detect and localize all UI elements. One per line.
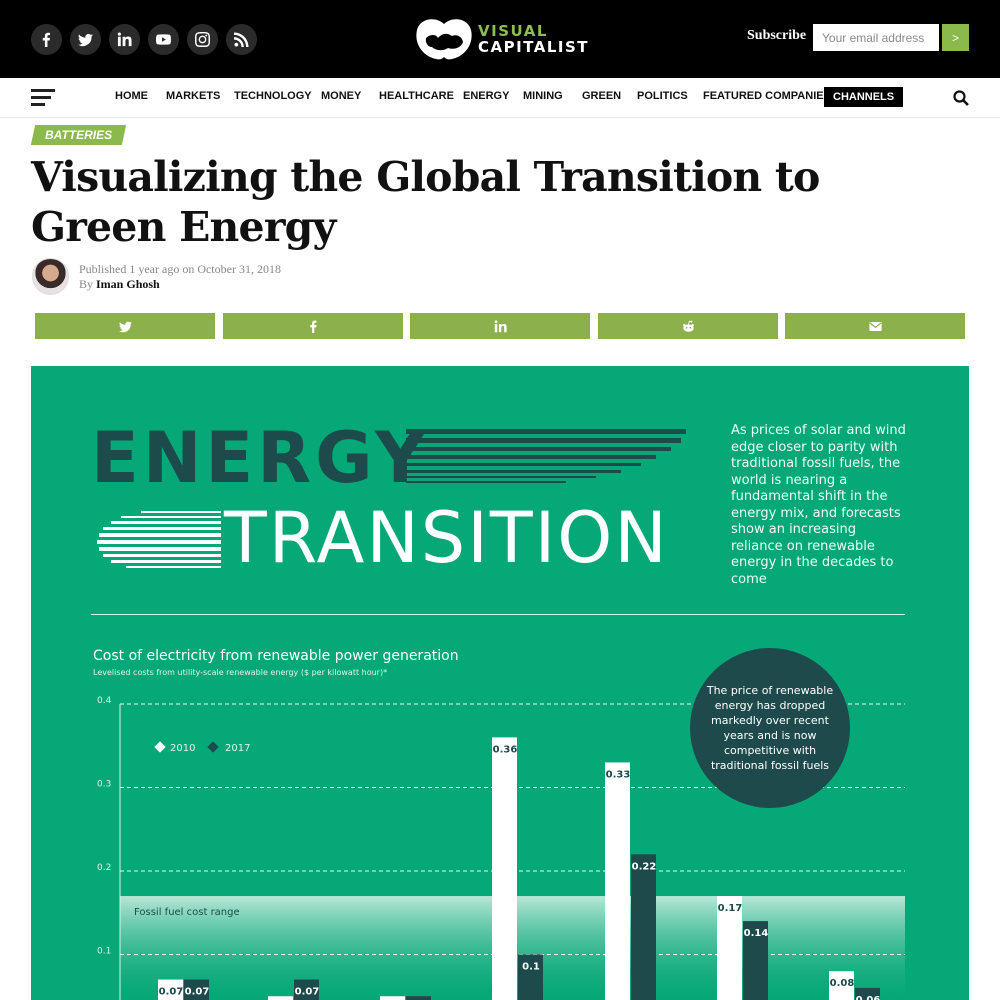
bar-value-label: 0.07 (185, 987, 210, 998)
menu-icon[interactable] (31, 89, 55, 107)
instagram-icon[interactable] (187, 24, 218, 55)
bar-2017 (855, 987, 880, 1000)
nav-item-energy[interactable]: ENERGY (463, 90, 510, 102)
y-tick-label: 0.2 (97, 863, 111, 873)
bar-2017 (631, 854, 656, 1000)
logo-line-visual: VISUAL (478, 22, 548, 40)
y-tick-label: 0.4 (97, 696, 112, 706)
nav-item-channels[interactable]: CHANNELS (824, 87, 904, 107)
rss-icon[interactable] (226, 24, 257, 55)
bar-value-label: 0.14 (744, 928, 769, 939)
share-reddit-button[interactable] (598, 313, 778, 339)
bar-2017 (518, 954, 543, 1000)
reddit-icon (682, 320, 694, 332)
share-linkedin-button[interactable] (410, 313, 590, 339)
price-note-bubble: The price of renewable energy has droppe… (690, 648, 850, 808)
intro-text: As prices of solar and wind edge closer … (731, 423, 906, 587)
legend-swatch-2017 (207, 741, 219, 753)
bar-2017 (406, 996, 431, 1000)
published-date: Published 1 year ago on October 31, 2018 (79, 262, 281, 276)
logo-mark-icon (416, 19, 472, 60)
subscribe-button[interactable]: > (942, 24, 969, 51)
legend-label-2017: 2017 (225, 743, 250, 754)
subscribe-label: Subscribe (747, 28, 807, 43)
nav-item-markets[interactable]: MARKETS (166, 90, 221, 102)
page-title: Visualizing the Global Transition to Gre… (31, 153, 820, 251)
twitter-icon (118, 321, 132, 332)
facebook-icon[interactable] (31, 24, 62, 55)
bar-2017 (743, 921, 768, 1000)
bar-value-label: 0.1 (522, 962, 540, 973)
nav-item-green[interactable]: GREEN (582, 90, 622, 102)
share-facebook-button[interactable] (223, 313, 403, 339)
facebook-icon (309, 320, 317, 333)
youtube-icon[interactable] (148, 24, 179, 55)
bar-value-label: 0.08 (830, 978, 855, 989)
fossil-fuel-band-label: Fossil fuel cost range (134, 907, 240, 918)
linkedin-icon[interactable] (109, 24, 140, 55)
share-twitter-button[interactable] (35, 313, 215, 339)
author-name[interactable]: Iman Ghosh (96, 277, 160, 291)
headline-speed-lines (97, 429, 686, 568)
nav-item-technology[interactable]: TECHNOLOGY (234, 90, 312, 102)
y-tick-label: 0.3 (97, 780, 111, 790)
twitter-icon[interactable] (70, 24, 101, 55)
bar-value-label: 0.07 (295, 987, 320, 998)
top-bar: VISUAL CAPITALIST Subscribe > (0, 0, 1000, 78)
bar-2010 (158, 979, 183, 1000)
bar-2010 (717, 896, 742, 1000)
infographic: ENERGY TRANSITION As prices of solar and… (31, 366, 969, 1000)
nav-item-healthcare[interactable]: HEALTHCARE (379, 90, 454, 102)
nav-item-money[interactable]: MONEY (321, 90, 362, 102)
nav-item-home[interactable]: HOME (115, 90, 148, 102)
chart-title: Cost of electricity from renewable power… (93, 648, 459, 664)
email-icon (868, 321, 882, 331)
nav-item-featured-companies[interactable]: FEATURED COMPANIES (703, 90, 831, 102)
bar-value-label: 0.06 (856, 995, 881, 1000)
y-tick-label: 0.1 (97, 947, 111, 957)
bar-value-label: 0.33 (606, 769, 631, 780)
email-input[interactable] (813, 24, 939, 51)
bar-value-label: 0.17 (718, 903, 743, 914)
divider (91, 614, 905, 615)
nav-item-mining[interactable]: MINING (523, 90, 563, 102)
bar-2010 (380, 996, 405, 1000)
nav-item-politics[interactable]: POLITICS (637, 90, 688, 102)
visual-capitalist-logo[interactable]: VISUAL CAPITALIST (414, 16, 594, 62)
author-avatar (32, 258, 69, 295)
chart-subtitle: Levelised costs from utility-scale renew… (93, 668, 388, 677)
bar-2010 (268, 996, 293, 1000)
bar-2017 (294, 979, 319, 1000)
headline-transition: TRANSITION (224, 497, 669, 579)
bar-value-label: 0.22 (632, 861, 657, 872)
main-nav: HOME MARKETS TECHNOLOGY MONEY HEALTHCARE… (0, 78, 1000, 118)
bubble-text: The price of renewable energy has droppe… (706, 684, 834, 772)
bar-chart: Fossil fuel cost range 0.4 0.3 0.2 0.1 2010 20… (97, 696, 905, 1000)
category-badge[interactable]: BATTERIES (30, 125, 127, 145)
search-icon[interactable] (953, 90, 969, 106)
byline: Published 1 year ago on October 31, 2018… (79, 262, 281, 292)
bar-2017 (184, 979, 209, 1000)
bar-value-label: 0.36 (493, 744, 518, 755)
byline-prefix: By (79, 277, 94, 291)
share-email-button[interactable] (785, 313, 965, 339)
headline-energy: ENERGY (91, 417, 430, 499)
legend-label-2010: 2010 (170, 743, 195, 754)
legend-swatch-2010 (154, 741, 166, 753)
logo-line-capitalist: CAPITALIST (478, 38, 590, 56)
linkedin-icon (494, 319, 507, 332)
bar-2010 (605, 762, 630, 1000)
bar-value-label: 0.07 (159, 987, 184, 998)
bar-2010 (492, 737, 517, 1000)
bar-2010 (829, 971, 854, 1000)
